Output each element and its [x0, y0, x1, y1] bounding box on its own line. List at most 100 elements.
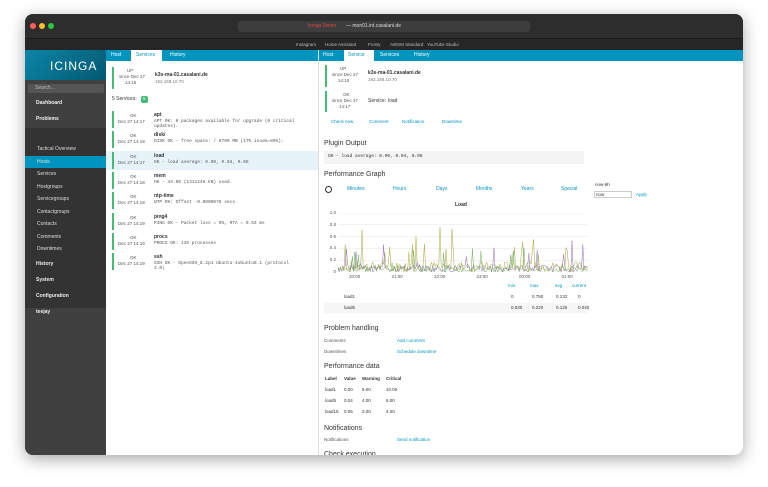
- section-title: Problem handling: [324, 325, 379, 332]
- to-input[interactable]: [594, 191, 632, 198]
- from-input[interactable]: now-6h: [595, 182, 610, 187]
- range-button[interactable]: Days: [436, 186, 448, 192]
- host-address: 192.168.10.70: [155, 79, 184, 84]
- bookmark[interactable]: YouTube Studio: [427, 42, 459, 47]
- tab[interactable]: Service: [348, 52, 365, 58]
- submenu-item[interactable]: Contacts: [37, 221, 57, 227]
- submenu-item[interactable]: Downtimes: [37, 246, 62, 252]
- menu-item[interactable]: History: [36, 261, 54, 267]
- action-link[interactable]: Check now: [331, 119, 354, 124]
- search-placeholder[interactable]: Search...: [35, 85, 56, 91]
- state-bar: [325, 65, 327, 87]
- menu-item[interactable]: Problems: [36, 116, 59, 122]
- tab[interactable]: History: [170, 52, 186, 58]
- service-state: OK: [130, 133, 137, 139]
- service-state: OK: [343, 92, 350, 97]
- tab[interactable]: History: [414, 52, 430, 58]
- to-value[interactable]: now: [596, 192, 605, 197]
- chart-title: Load: [455, 202, 467, 208]
- detail-tabbar: [319, 50, 743, 61]
- row-link[interactable]: Send notification: [397, 437, 431, 442]
- table-header: Critical: [386, 376, 402, 381]
- menu-item[interactable]: teejay: [36, 309, 51, 315]
- submenu-item[interactable]: Servicegroups: [37, 196, 69, 202]
- menu-item[interactable]: Configuration: [36, 293, 69, 299]
- menu-item[interactable]: System: [36, 277, 54, 283]
- zoom-button[interactable]: [48, 23, 54, 29]
- service-state: OK: [130, 194, 137, 200]
- state-bar: [112, 151, 114, 169]
- range-button[interactable]: Special: [561, 186, 578, 192]
- tab[interactable]: Services: [136, 52, 156, 58]
- service-name[interactable]: ping4: [154, 213, 168, 220]
- bookmark[interactable]: AWSM Standard: [390, 42, 424, 47]
- submenu-item[interactable]: Tactical Overview: [37, 146, 76, 152]
- service-output: APT OK: 0 packages available for upgrade…: [154, 119, 295, 124]
- service-name[interactable]: mem: [154, 172, 166, 179]
- action-link[interactable]: Comment: [369, 119, 389, 124]
- close-button[interactable]: [30, 23, 36, 29]
- state-bar: [112, 131, 114, 149]
- row-link[interactable]: Schedule downtime: [397, 349, 437, 354]
- service-state: OK: [130, 214, 137, 220]
- x-tick-label: 23:00: [476, 274, 488, 279]
- submenu-item[interactable]: Comments: [37, 233, 62, 240]
- host-name[interactable]: k3s-ma-01.casalani.de: [155, 72, 208, 78]
- service-state: OK: [130, 234, 137, 240]
- service-name[interactable]: procs: [154, 233, 168, 240]
- service-name[interactable]: load: [154, 152, 165, 159]
- range-button[interactable]: Minutes: [347, 186, 365, 192]
- service-time: Dec 27 14:19: [118, 261, 145, 267]
- active-tab: [131, 50, 162, 61]
- bookmark[interactable]: Home Assistant: [325, 42, 357, 47]
- legend-value: 0: [578, 294, 581, 299]
- service-name[interactable]: disk/: [154, 132, 166, 139]
- service-name[interactable]: ntp-time: [154, 193, 174, 200]
- legend-name: load5: [344, 305, 356, 310]
- search-box[interactable]: [28, 84, 104, 93]
- minimize-button[interactable]: [39, 23, 45, 29]
- submenu-item[interactable]: Hostgroups: [37, 183, 63, 190]
- address-bar[interactable]: [238, 21, 530, 32]
- service-output: NTP OK: Offset -0.0000678 secs: [154, 200, 236, 206]
- service-name[interactable]: ssh: [154, 254, 163, 261]
- row-link[interactable]: Add comment: [397, 338, 425, 343]
- range-button[interactable]: Months: [476, 186, 493, 192]
- menu-item[interactable]: Dashboard: [36, 100, 63, 106]
- table-cell: 0.06: [344, 409, 353, 414]
- bookmark[interactable]: Frosty: [368, 42, 381, 47]
- service-output: PROCS OK: 135 processes: [154, 240, 217, 246]
- bookmark[interactable]: Instagram: [296, 42, 317, 47]
- service-name[interactable]: apt: [154, 112, 162, 118]
- submenu-item[interactable]: Services: [37, 171, 57, 177]
- action-link[interactable]: Downtime: [442, 119, 463, 124]
- state-bar: [112, 253, 114, 271]
- service-time: Dec 27 14:17: [118, 119, 145, 124]
- tab[interactable]: Host: [323, 52, 334, 58]
- detail-column: [319, 50, 743, 455]
- tab[interactable]: Host: [111, 52, 122, 58]
- x-tick-label: 20:00: [349, 274, 361, 279]
- address-text: — mon01.int.casalani.de: [346, 23, 402, 29]
- table-header: Label: [325, 376, 337, 381]
- bookmarks-bar: [25, 38, 743, 51]
- range-button[interactable]: Years: [521, 186, 534, 192]
- host-name[interactable]: k3s-ma-01.casalani.de: [368, 70, 421, 76]
- action-link[interactable]: Notification: [402, 119, 425, 124]
- service-time: Dec 27 14:17: [118, 159, 145, 165]
- y-tick-label: 0.6: [329, 233, 336, 239]
- legend-value: 0.750: [532, 294, 544, 299]
- section-title: Notifications: [324, 425, 363, 432]
- range-button[interactable]: Hours: [393, 186, 407, 192]
- submenu-item[interactable]: Hosts: [37, 158, 50, 165]
- section-title: Plugin Output: [324, 140, 367, 147]
- submenu-item[interactable]: Contactgroups: [37, 208, 70, 215]
- legend-row: [324, 292, 588, 302]
- tab[interactable]: Services: [380, 52, 400, 58]
- legend-value: 0.125: [556, 305, 568, 310]
- output-box: [324, 151, 584, 164]
- apply-button[interactable]: Apply: [636, 192, 648, 197]
- service-state: OK: [130, 255, 137, 261]
- since: since Dec 27: [119, 74, 146, 79]
- services-badge[interactable]: 5: [141, 96, 148, 103]
